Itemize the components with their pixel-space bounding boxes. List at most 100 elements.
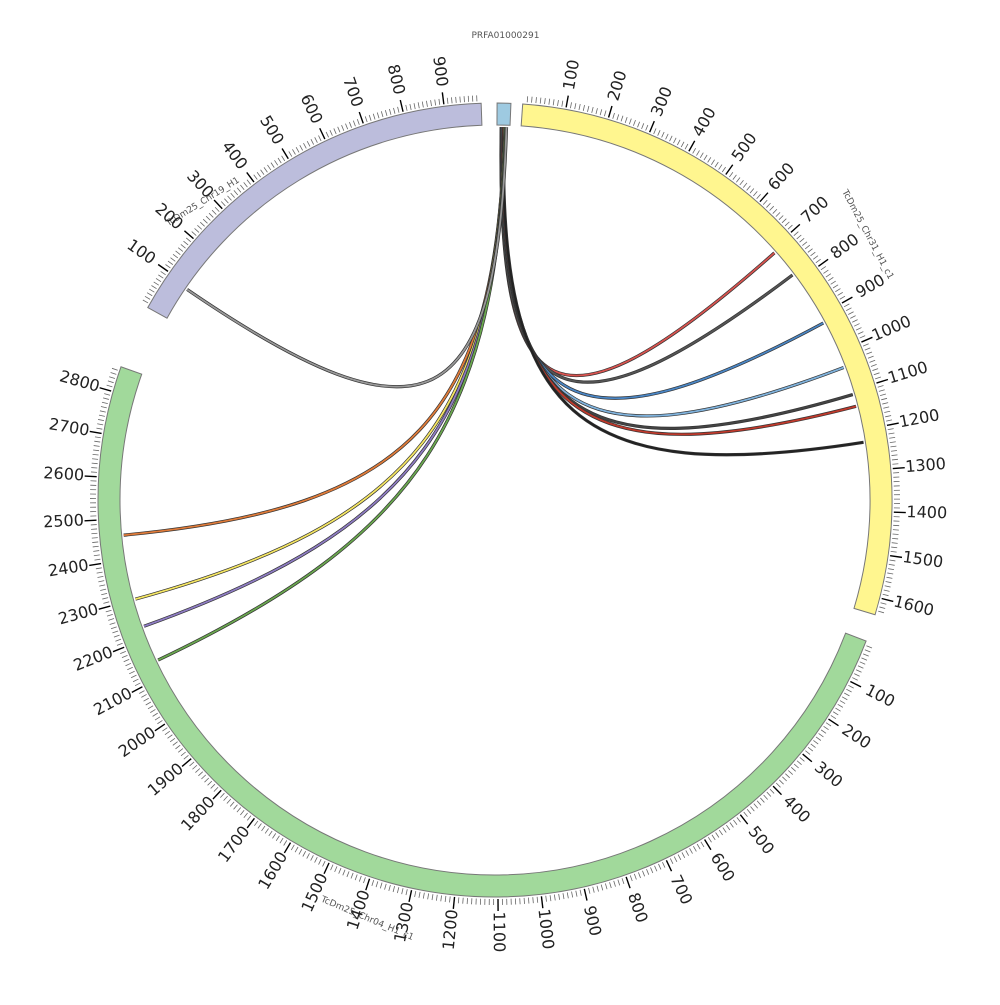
minor-tick [393,108,395,114]
minor-tick [124,659,130,661]
minor-tick [740,180,744,185]
minor-tick [579,104,580,110]
minor-tick [227,799,231,803]
minor-tick [831,281,836,284]
major-tick [409,890,412,902]
minor-tick [157,720,162,723]
minor-tick [879,607,885,609]
minor-tick [719,830,722,835]
minor-tick [891,451,897,452]
tick-label: 800 [384,62,410,96]
minor-tick [311,139,314,144]
minor-tick [349,122,351,128]
minor-tick [572,892,573,898]
minor-tick [625,117,627,123]
minor-tick [307,853,310,858]
tick-label: 400 [218,137,252,173]
minor-tick [838,292,843,295]
minor-tick [729,172,733,177]
minor-tick [872,369,878,371]
minor-tick [272,833,275,838]
minor-tick [730,823,734,828]
minor-tick [666,134,669,139]
major-tick [324,863,329,874]
minor-tick [99,415,105,416]
minor-tick [782,219,786,223]
minor-tick [110,623,116,625]
minor-tick [708,157,711,162]
minor-tick [633,120,635,126]
minor-tick [200,222,204,226]
minor-tick [204,778,208,782]
minor-tick [300,145,303,150]
minor-tick [821,266,826,269]
minor-tick [125,663,130,665]
minor-tick [291,845,294,850]
minor-tick [712,835,715,840]
minor-tick [398,107,399,113]
minor-tick [701,842,704,847]
minor-tick [109,377,115,379]
minor-tick [654,128,656,134]
minor-tick [726,825,729,830]
minor-tick [381,111,383,117]
major-tick [890,556,902,558]
minor-tick [376,881,378,887]
minor-tick [893,534,899,535]
minor-tick [247,816,251,821]
minor-tick [685,144,688,149]
minor-tick [240,810,244,815]
minor-tick [802,242,807,246]
minor-tick [153,713,158,716]
minor-tick [681,142,684,147]
minor-tick [559,894,560,900]
minor-tick [129,671,134,674]
minor-tick [436,895,437,901]
minor-tick [144,698,149,701]
minor-tick [92,463,98,464]
minor-tick [567,892,568,898]
minor-tick [393,886,395,892]
minor-tick [211,784,215,788]
minor-tick [892,538,898,539]
minor-tick [831,715,836,718]
minor-tick [173,742,178,746]
minor-tick [355,874,357,880]
minor-tick [754,804,758,809]
ideogram-PRFA01000291 [497,103,511,125]
major-tick [818,259,828,266]
minor-tick [854,674,859,677]
minor-tick [750,806,754,811]
minor-tick [871,364,877,366]
minor-tick [528,898,529,904]
minor-tick [662,132,665,137]
minor-tick [385,110,387,116]
minor-tick [848,312,853,315]
minor-tick [533,897,534,903]
tick-label: 1400 [343,887,374,932]
minor-tick [878,611,884,613]
minor-tick [763,200,767,204]
minor-tick [797,235,802,239]
minor-tick [111,627,117,629]
tick-label: 500 [727,129,760,165]
minor-tick [276,836,279,841]
minor-tick [546,896,547,902]
minor-tick [418,102,419,108]
minor-tick [576,891,577,897]
tick-label: 1000 [534,908,558,951]
minor-tick [234,805,238,810]
minor-tick [800,238,805,242]
tick-label: 700 [666,872,696,908]
minor-tick [863,654,869,656]
major-tick [366,879,370,890]
minor-tick [750,189,754,194]
minor-tick [176,251,181,255]
minor-tick [441,895,442,901]
minor-tick [805,245,810,249]
tick-label: 100 [862,680,898,711]
minor-tick [583,105,584,111]
minor-tick [230,802,234,807]
link-outline [501,127,774,376]
